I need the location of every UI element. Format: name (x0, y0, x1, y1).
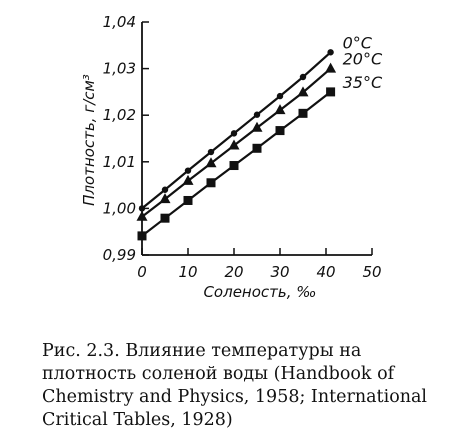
data-point (183, 195, 193, 205)
y-tick-label: 1,02 (103, 106, 136, 124)
data-point (298, 108, 308, 118)
y-tick-label: 0,99 (103, 246, 136, 264)
plot-area: 0°C20°C 35°C (136, 33, 383, 241)
data-point (275, 126, 285, 136)
data-point (184, 167, 192, 174)
y-tick-label: 1,01 (103, 153, 136, 171)
data-point (326, 87, 336, 97)
series-label: 20°C (343, 50, 383, 69)
data-point (252, 143, 262, 153)
y-tick-label: 1,00 (103, 199, 136, 217)
x-tick-label: 10 (178, 263, 197, 281)
x-tick-label: 0 (137, 263, 147, 281)
data-point (253, 111, 261, 118)
x-axis-ticks: 0 10 20 30 40 50 (137, 248, 382, 281)
data-point (299, 73, 307, 81)
data-point (251, 121, 263, 132)
data-point (229, 161, 239, 171)
data-point (136, 210, 148, 221)
figure-caption: Рис. 2.3. Влияние температуры на плотнос… (42, 341, 428, 430)
data-point (325, 62, 337, 73)
data-point (327, 49, 334, 56)
data-point (207, 148, 215, 156)
data-point (274, 104, 286, 115)
series-label: 35°C (343, 73, 383, 92)
data-point (206, 178, 216, 188)
data-point (276, 92, 284, 100)
x-tick-label: 30 (270, 263, 289, 281)
y-axis-ticks: 0,99 1,00 1,01 1,02 1,03 1,04 (103, 13, 149, 264)
data-point (159, 193, 171, 204)
series-label: 0°C (343, 33, 373, 52)
y-axis-title: Плотность, г/см³ (80, 74, 98, 206)
data-point (205, 157, 217, 168)
data-point (137, 231, 147, 241)
x-axis-title: Соленость, ‰ (203, 283, 316, 301)
data-point (182, 174, 194, 185)
data-point (230, 130, 238, 137)
y-tick-label: 1,03 (103, 60, 136, 78)
y-tick-label: 1,04 (103, 13, 136, 31)
data-point (297, 86, 309, 97)
data-point (160, 213, 170, 223)
x-tick-label: 50 (362, 263, 381, 281)
data-point (161, 186, 169, 193)
data-point (138, 205, 146, 212)
x-tick-label: 40 (316, 263, 335, 281)
chart-axes (141, 22, 372, 256)
x-tick-label: 20 (224, 263, 243, 281)
data-point (228, 139, 240, 150)
